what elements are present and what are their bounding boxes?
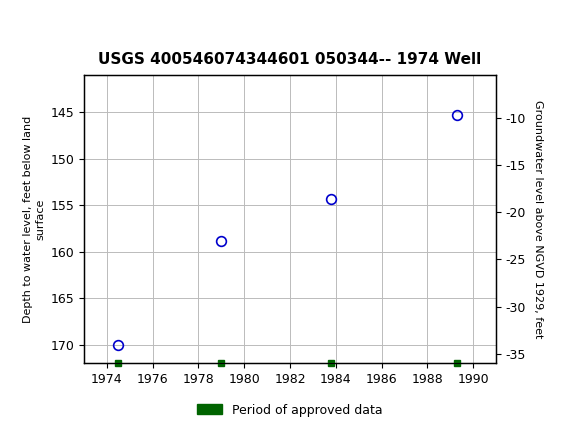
Text: USGS 400546074344601 050344-- 1974 Well: USGS 400546074344601 050344-- 1974 Well xyxy=(99,52,481,67)
Y-axis label: Depth to water level, feet below land
surface: Depth to water level, feet below land su… xyxy=(23,116,45,323)
Y-axis label: Groundwater level above NGVD 1929, feet: Groundwater level above NGVD 1929, feet xyxy=(533,100,543,338)
Text: ≡USGS: ≡USGS xyxy=(17,16,81,36)
Legend: Period of approved data: Period of approved data xyxy=(192,399,388,421)
